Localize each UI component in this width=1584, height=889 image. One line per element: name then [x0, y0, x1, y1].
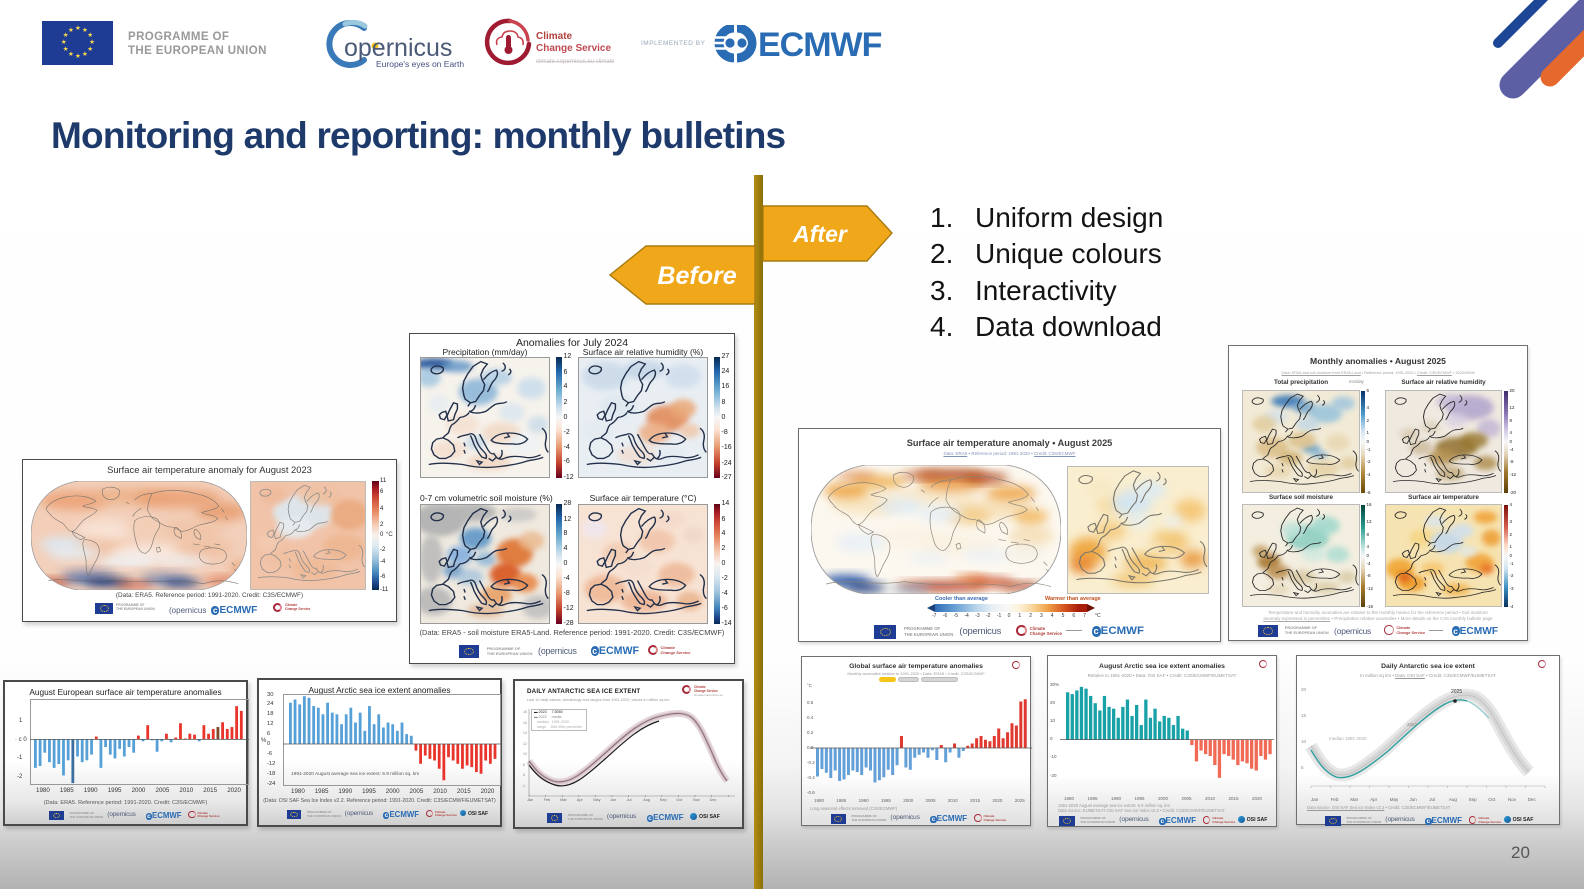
svg-text:Before: Before	[657, 262, 736, 290]
svg-text:Europe's eyes on Earth: Europe's eyes on Earth	[376, 59, 464, 69]
svg-text:climate.copernicus.eu climate: climate.copernicus.eu climate serv	[536, 59, 614, 65]
svg-text:2025: 2025	[1451, 689, 1462, 695]
svg-text:opernicus: opernicus	[344, 34, 452, 62]
svg-text:Change Service: Change Service	[536, 43, 611, 54]
svg-text:median 1991-2020: median 1991-2020	[1329, 736, 1367, 741]
svg-text:2024: 2024	[1407, 722, 1418, 727]
svg-text:After: After	[792, 221, 848, 247]
svg-text:ECMWF: ECMWF	[758, 26, 882, 63]
svg-text:Climate: Climate	[536, 31, 573, 42]
